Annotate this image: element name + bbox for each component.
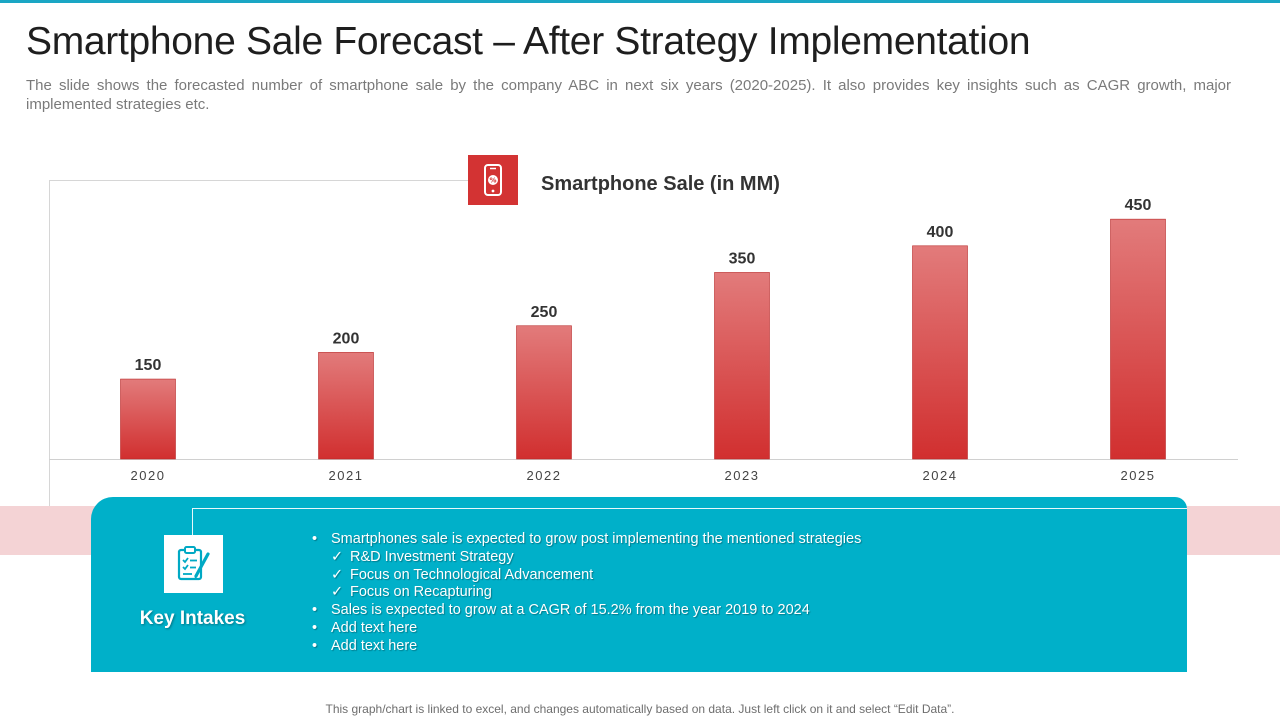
key-intake-item: ✓ R&D Investment Strategy	[312, 549, 861, 567]
clipboard-checklist-icon	[164, 535, 223, 593]
x-tick-label-2024: 2024	[923, 468, 958, 483]
x-tick-label-2020: 2020	[131, 468, 166, 483]
svg-text:%: %	[489, 177, 496, 185]
key-intakes-card	[91, 497, 1187, 672]
smartphone-icon: %	[468, 155, 518, 205]
data-label-2025: 450	[1125, 197, 1152, 214]
data-label-2021: 200	[333, 330, 360, 347]
key-intake-text: Add text here	[331, 619, 418, 636]
chart-title: Smartphone Sale (in MM)	[541, 173, 780, 195]
key-intakes-list: • Smartphones sale is expected to grow po…	[312, 531, 861, 656]
top-accent-rule	[0, 0, 1280, 3]
data-label-2024: 400	[927, 224, 954, 241]
checkmark-icon: ✓	[331, 548, 344, 565]
bullet-icon: •	[312, 619, 318, 636]
key-intake-item: • Add text here	[312, 638, 861, 656]
key-intake-text: Sales is expected to grow at a CAGR of 1…	[331, 602, 810, 619]
x-tick-label-2023: 2023	[725, 468, 760, 483]
key-intake-item: • Smartphones sale is expected to grow po…	[312, 531, 861, 549]
key-intake-text: R&D Investment Strategy	[350, 548, 514, 565]
slide-subtitle: The slide shows the forecasted number of…	[26, 77, 1231, 113]
key-intake-text: Smartphones sale is expected to grow pos…	[331, 531, 862, 547]
bar-2023[interactable]	[714, 272, 770, 460]
bar-2024[interactable]	[912, 245, 968, 460]
card-divider-line	[192, 508, 1187, 509]
footer-note: This graph/chart is linked to excel, and…	[325, 702, 955, 716]
x-tick-label-2025: 2025	[1121, 468, 1156, 483]
key-intake-text: Add text here	[331, 637, 418, 654]
data-label-2022: 250	[531, 304, 558, 321]
checkmark-icon: ✓	[331, 566, 344, 583]
key-intake-text: Focus on Technological Advancement	[350, 566, 594, 583]
x-tick-label-2022: 2022	[527, 468, 562, 483]
bullet-icon: •	[312, 602, 318, 619]
bar-2021[interactable]	[318, 352, 374, 460]
key-intake-item: ✓ Focus on Technological Advancement	[312, 567, 861, 585]
chart-frame-left	[49, 180, 50, 506]
key-intake-item: • Sales is expected to grow at a CAGR of …	[312, 602, 861, 620]
slide-title: Smartphone Sale Forecast – After Strateg…	[26, 20, 1031, 63]
bullet-icon: •	[312, 637, 318, 654]
checkmark-icon: ✓	[331, 584, 344, 601]
key-intake-item: • Add text here	[312, 620, 861, 638]
chart-frame-top	[49, 180, 468, 181]
x-tick-label-2021: 2021	[329, 468, 364, 483]
data-label-2023: 350	[729, 250, 756, 267]
key-intake-text: Focus on Recapturing	[350, 584, 492, 601]
bar-2020[interactable]	[120, 378, 176, 460]
key-intakes-title: Key Intakes	[139, 608, 246, 629]
bar-2025[interactable]	[1110, 218, 1166, 460]
key-intake-item: ✓ Focus on Recapturing	[312, 584, 861, 602]
data-label-2020: 150	[135, 357, 162, 374]
card-connector-line	[192, 508, 193, 535]
bullet-icon: •	[312, 531, 318, 547]
bar-2022[interactable]	[516, 325, 572, 460]
